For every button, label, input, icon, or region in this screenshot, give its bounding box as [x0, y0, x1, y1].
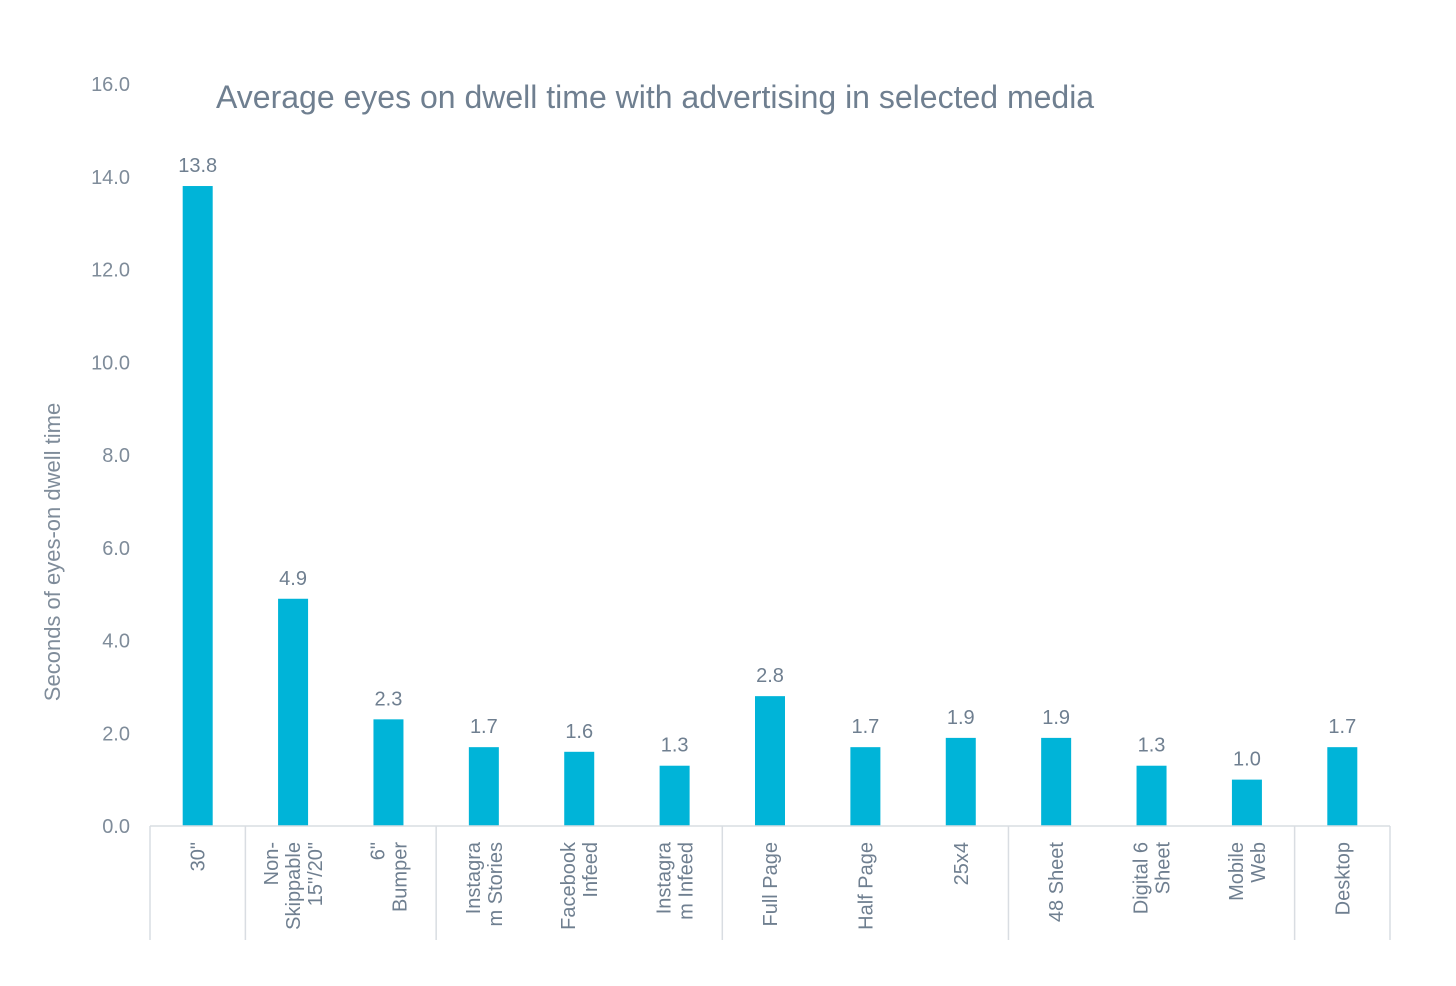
data-label: 1.3 — [661, 735, 689, 757]
bar — [1041, 737, 1072, 826]
y-tick-label: 0.0 — [102, 816, 130, 838]
bar — [945, 737, 976, 826]
x-tick-label-line: Web — [1248, 842, 1270, 883]
x-tick-label: Instagra m Stories — [463, 841, 507, 926]
data-label: 1.0 — [1233, 749, 1261, 771]
bar — [659, 765, 690, 826]
x-axis: 30" Non- Skippable 15"/20" 6" Bumper Instagra m… — [149, 825, 1391, 940]
x-tick-label-line: Sheet — [1153, 842, 1175, 895]
y-tick-label: 14.0 — [91, 167, 130, 189]
data-label: 13.8 — [178, 155, 217, 177]
x-tick-label-line: Instagra — [654, 841, 676, 914]
data-labels: 13.8 4.9 2.3 1.7 1.6 1.3 2.8 1.7 1.9 1.9 1.3 1.0 1.7 — [178, 155, 1356, 771]
x-tick-label-line: Digital 6 — [1131, 842, 1153, 914]
x-tick-label: Full Page — [760, 842, 782, 927]
data-label: 2.3 — [375, 688, 403, 710]
bar — [755, 696, 785, 826]
bar — [182, 186, 213, 826]
data-label: 1.6 — [565, 721, 593, 743]
x-tick-label-line: Infeed — [580, 842, 602, 898]
y-tick-label: 10.0 — [91, 352, 130, 374]
bar — [1136, 765, 1167, 826]
data-label: 1.9 — [1042, 707, 1070, 729]
bar — [373, 719, 404, 826]
x-tick-label: 25x4 — [951, 842, 973, 885]
x-tick-label: 6" Bumper — [367, 842, 411, 912]
bar — [1327, 747, 1358, 826]
x-tick-label-line: Half Page — [855, 842, 877, 930]
x-tick-label-line: Instagra — [463, 841, 485, 914]
bar — [468, 747, 499, 826]
data-label: 1.7 — [851, 716, 879, 738]
x-tick-label-line: 48 Sheet — [1046, 842, 1068, 923]
x-tick-label: 48 Sheet — [1046, 842, 1068, 923]
x-tick-label-line: Skippable — [283, 842, 305, 930]
bar — [278, 598, 309, 826]
y-tick-label: 16.0 — [91, 74, 130, 96]
bar — [850, 747, 881, 826]
bar — [1231, 779, 1262, 826]
data-label: 2.8 — [756, 665, 784, 687]
y-axis-label: Seconds of eyes-on dwell time — [40, 403, 65, 701]
x-tick-label-line: Mobile — [1226, 842, 1248, 901]
y-tick-label: 8.0 — [102, 445, 130, 467]
x-tick-label-line: Non- — [261, 842, 283, 885]
x-tick-label: Facebook Infeed — [558, 841, 602, 930]
data-label: 1.3 — [1138, 735, 1166, 757]
x-tick-label-line: Full Page — [760, 842, 782, 927]
bars — [182, 186, 1358, 826]
bar — [564, 751, 595, 826]
chart-title: Average eyes on dwell time with advertis… — [216, 79, 1094, 115]
data-label: 1.7 — [1328, 716, 1356, 738]
x-tick-label-line: 25x4 — [951, 842, 973, 885]
x-tick-label-line: 15"/20" — [305, 842, 327, 906]
x-tick-label: Half Page — [855, 842, 877, 930]
x-tick-label: 30" — [188, 842, 210, 871]
x-tick-label-line: m Infeed — [676, 842, 698, 920]
data-label: 1.7 — [470, 716, 498, 738]
x-tick-label: Instagra m Infeed — [654, 841, 698, 920]
x-tick-label: Mobile Web — [1226, 842, 1270, 901]
y-axis-ticks: 0.0 2.0 4.0 6.0 8.0 10.0 12.0 14.0 16.0 — [91, 74, 130, 838]
x-tick-label-line: Desktop — [1332, 842, 1354, 915]
y-tick-label: 2.0 — [102, 723, 130, 745]
x-tick-label: Digital 6 Sheet — [1131, 842, 1175, 915]
x-tick-label-line: 6" — [367, 842, 389, 860]
y-tick-label: 6.0 — [102, 538, 130, 560]
x-tick-label-line: 30" — [188, 842, 210, 871]
x-tick-label: Non- Skippable 15"/20" — [261, 842, 327, 930]
data-label: 4.9 — [279, 568, 307, 590]
y-tick-label: 4.0 — [102, 631, 130, 653]
x-tick-label-line: Facebook — [558, 841, 580, 930]
data-label: 1.9 — [947, 707, 975, 729]
x-tick-label-line: m Stories — [485, 842, 507, 926]
x-tick-label-line: Bumper — [389, 842, 411, 912]
y-tick-label: 12.0 — [91, 260, 130, 282]
x-tick-label: Desktop — [1332, 842, 1354, 915]
